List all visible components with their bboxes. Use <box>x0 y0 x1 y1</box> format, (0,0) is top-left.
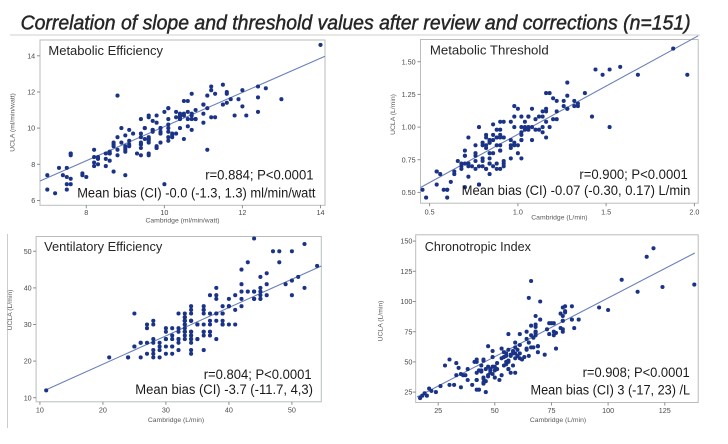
svg-text:Cambridge (L/min): Cambridge (L/min) <box>530 417 586 424</box>
svg-text:r=0.804; P<0.0001: r=0.804; P<0.0001 <box>204 367 312 382</box>
svg-text:75: 75 <box>404 327 412 336</box>
svg-text:8: 8 <box>31 160 35 169</box>
svg-text:Ventilatory Efficiency: Ventilatory Efficiency <box>44 239 163 254</box>
svg-text:r=0.900; P<0.0001: r=0.900; P<0.0001 <box>579 167 687 182</box>
svg-text:40: 40 <box>225 406 233 415</box>
svg-text:1.25: 1.25 <box>402 90 416 99</box>
svg-text:Mean bias (CI) -3.7 (-11.7, 4,: Mean bias (CI) -3.7 (-11.7, 4,3) <box>135 382 313 397</box>
svg-text:Metabolic Threshold: Metabolic Threshold <box>430 42 549 57</box>
svg-text:r=0.884; P<0.0001: r=0.884; P<0.0001 <box>205 167 313 182</box>
svg-text:30: 30 <box>24 320 32 329</box>
svg-text:Chronotropic Index: Chronotropic Index <box>425 239 531 254</box>
svg-text:14: 14 <box>27 51 35 60</box>
svg-text:20: 20 <box>24 357 32 366</box>
svg-text:UCLA (L/min): UCLA (L/min) <box>390 94 397 135</box>
svg-text:100: 100 <box>400 297 412 306</box>
svg-text:12: 12 <box>238 208 246 217</box>
svg-text:Mean bias (CI) -0.07 (-0.30, 0: Mean bias (CI) -0.07 (-0.30, 0.17) L/min <box>462 183 691 198</box>
svg-text:Correlation of slope and thres: Correlation of slope and threshold value… <box>21 12 691 34</box>
svg-text:25: 25 <box>404 388 412 397</box>
svg-text:Metabolic Efficiency: Metabolic Efficiency <box>48 43 163 58</box>
svg-text:8: 8 <box>84 208 88 217</box>
svg-text:75: 75 <box>548 406 556 415</box>
svg-text:100: 100 <box>602 406 614 415</box>
svg-text:150: 150 <box>400 237 412 246</box>
svg-text:10: 10 <box>160 208 168 217</box>
svg-text:r=0.908; P<0.0001: r=0.908; P<0.0001 <box>583 365 690 380</box>
svg-text:Mean bias (CI) -0.0 (-1.3, 1.3: Mean bias (CI) -0.0 (-1.3, 1.3) ml/min/w… <box>77 185 316 200</box>
svg-text:125: 125 <box>659 406 671 415</box>
svg-text:0.5: 0.5 <box>425 208 435 217</box>
svg-text:UCLA (ml/min/watt): UCLA (ml/min/watt) <box>10 93 17 152</box>
svg-text:2.0: 2.0 <box>689 208 699 217</box>
svg-text:10: 10 <box>36 406 44 415</box>
svg-text:50: 50 <box>24 247 32 256</box>
svg-text:6: 6 <box>31 196 35 205</box>
svg-text:1.0: 1.0 <box>513 208 523 217</box>
svg-text:40: 40 <box>24 284 32 293</box>
svg-text:1.00: 1.00 <box>402 123 416 132</box>
svg-text:30: 30 <box>162 406 170 415</box>
svg-text:0.75: 0.75 <box>402 155 416 164</box>
svg-text:25: 25 <box>434 406 442 415</box>
svg-text:50: 50 <box>491 406 499 415</box>
svg-text:Mean bias (CI) 3 (-17, 23) /L: Mean bias (CI) 3 (-17, 23) /L <box>531 383 691 398</box>
svg-text:50: 50 <box>404 358 412 367</box>
svg-text:12: 12 <box>27 88 35 97</box>
svg-text:1.50: 1.50 <box>402 57 416 66</box>
svg-text:Cambridge (L/min): Cambridge (L/min) <box>148 417 204 424</box>
svg-text:UCLA (L/min): UCLA (L/min) <box>7 290 14 331</box>
svg-text:0.50: 0.50 <box>402 188 416 197</box>
svg-text:125: 125 <box>400 267 412 276</box>
svg-text:50: 50 <box>288 406 296 415</box>
svg-text:UCLA (L/min): UCLA (L/min) <box>377 301 384 342</box>
svg-text:Cambridge (ml/min/watt): Cambridge (ml/min/watt) <box>145 217 219 224</box>
svg-text:20: 20 <box>99 406 107 415</box>
svg-text:14: 14 <box>317 208 325 217</box>
svg-text:1.5: 1.5 <box>601 208 611 217</box>
svg-text:10: 10 <box>27 124 35 133</box>
svg-text:10: 10 <box>24 393 32 402</box>
svg-text:Cambridge (L/min): Cambridge (L/min) <box>531 215 587 222</box>
